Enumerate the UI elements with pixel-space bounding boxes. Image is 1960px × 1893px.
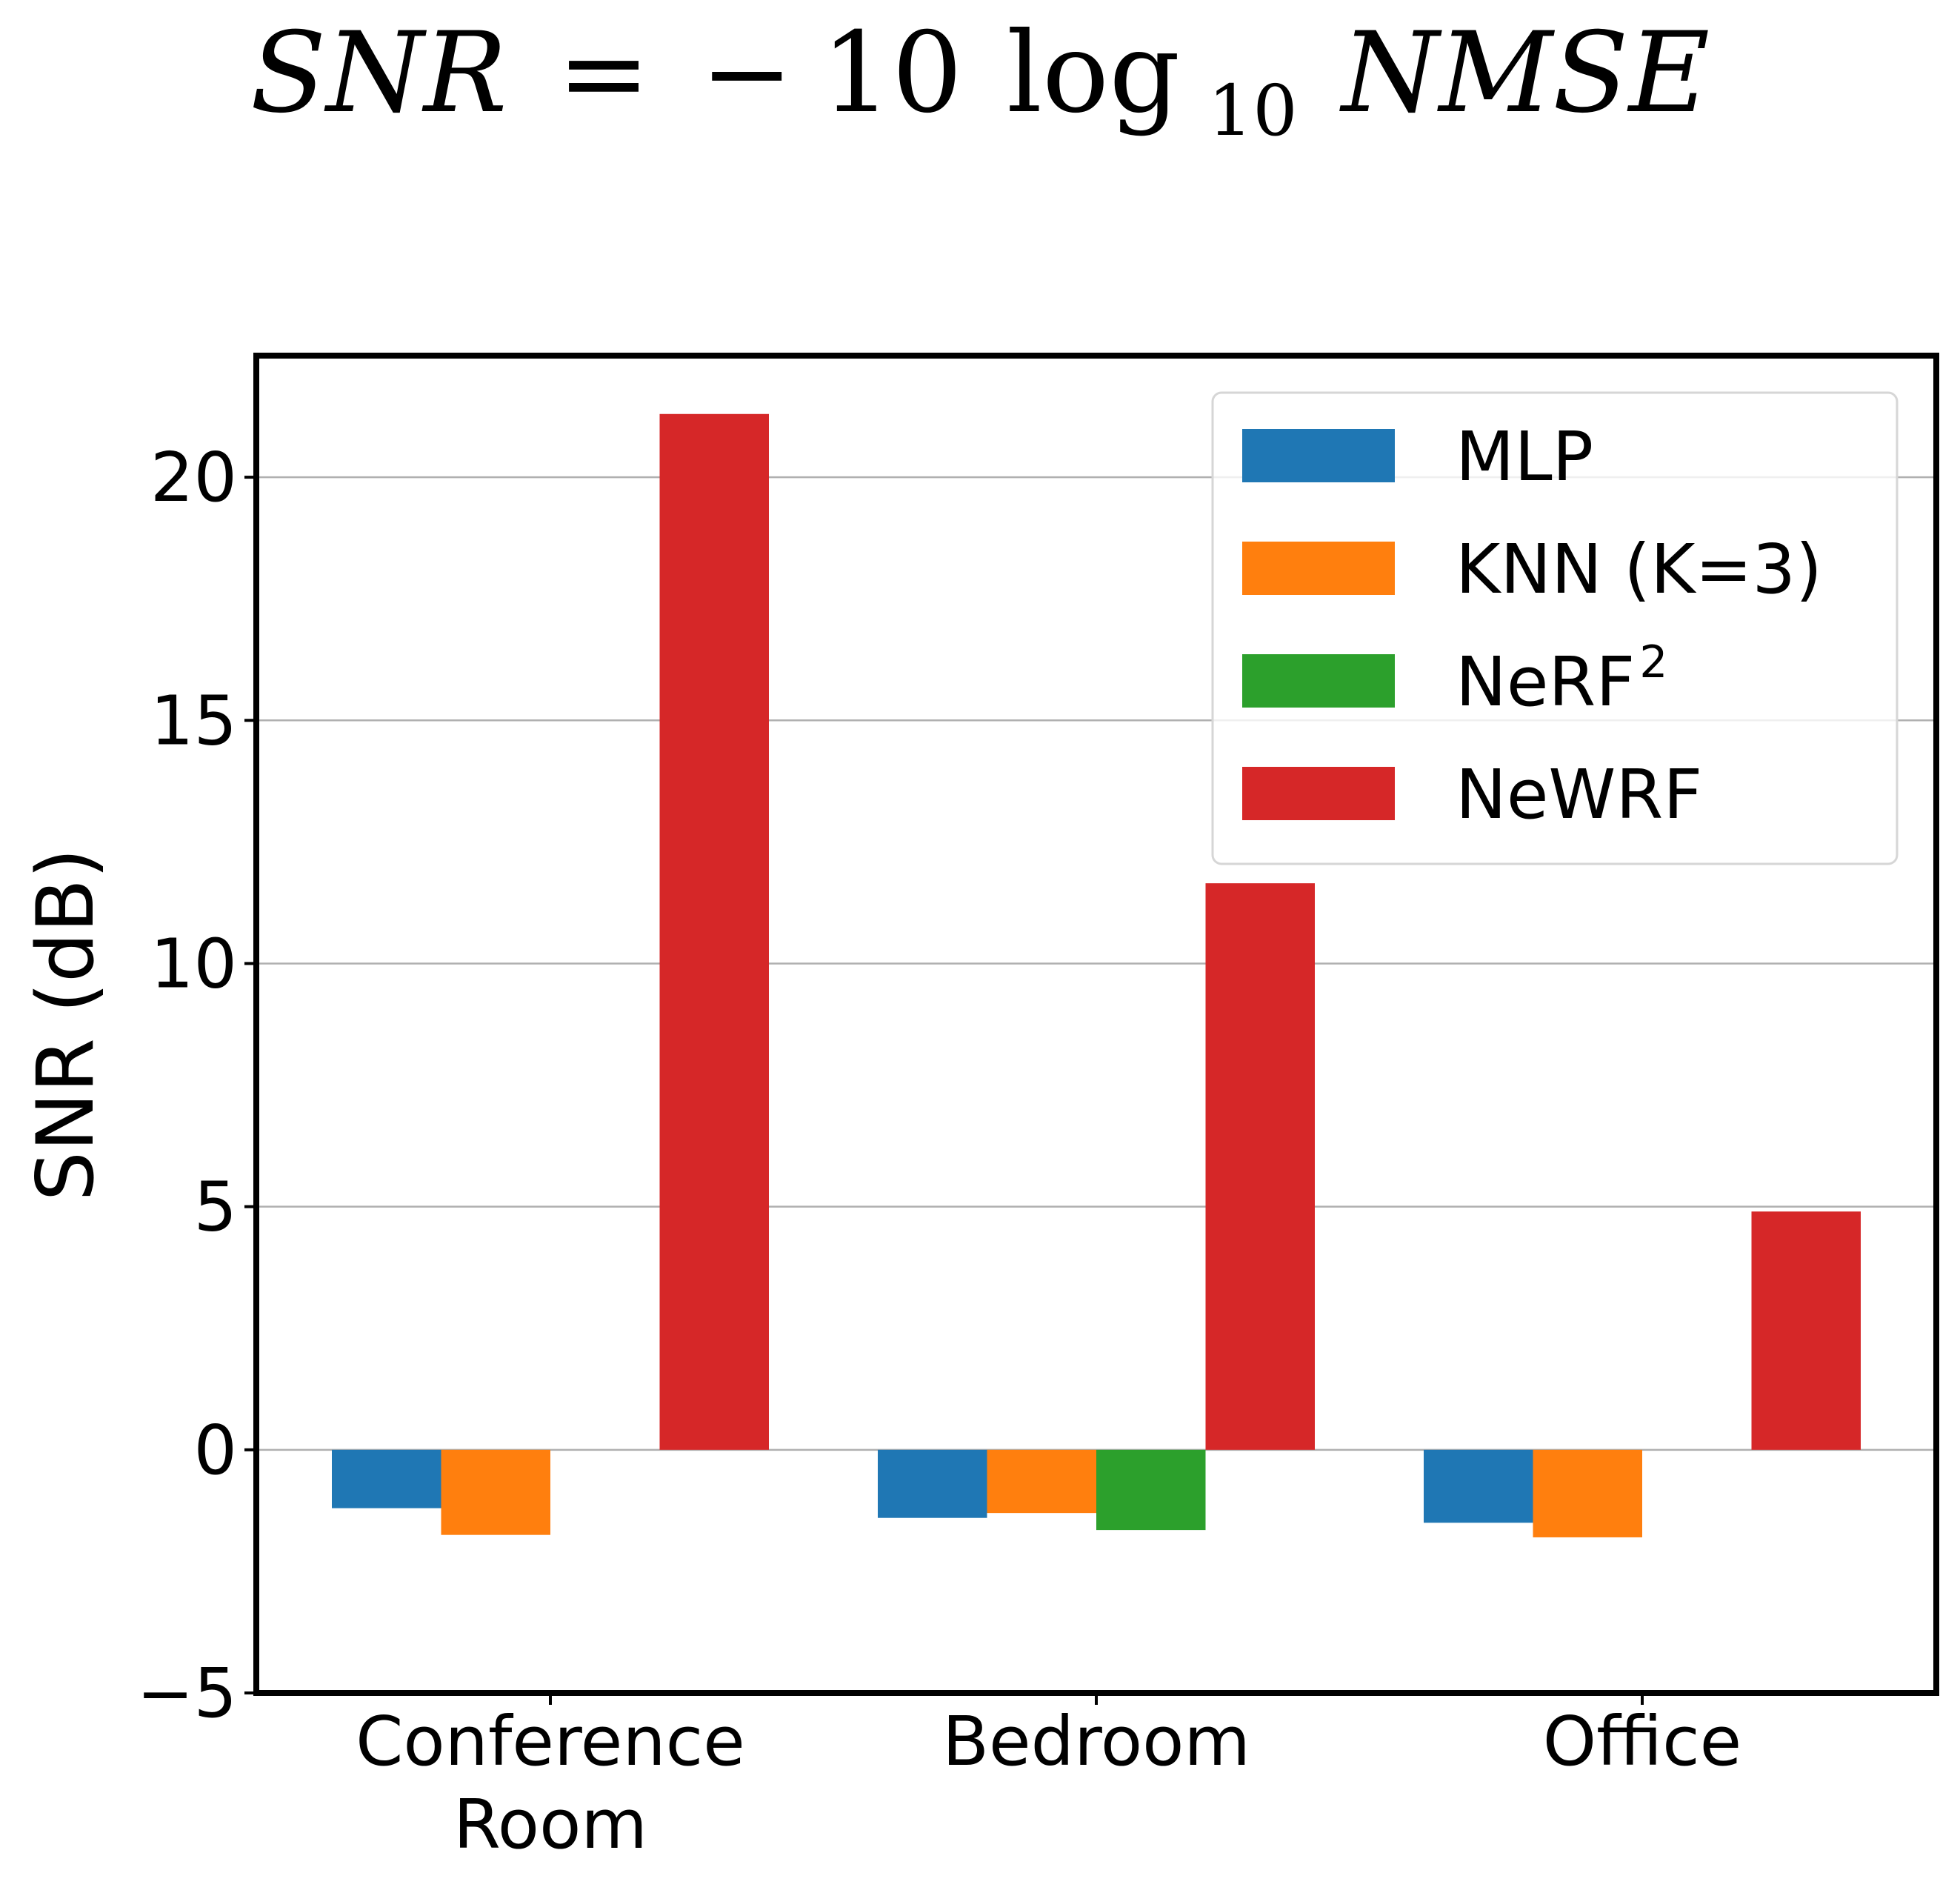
bar-newrf-1 [1205,883,1315,1450]
x-tick-label: Office [1543,1702,1742,1781]
x-tick-label: Room [453,1785,647,1864]
legend-label: KNN (K=3) [1456,530,1822,609]
bar-nerf-1 [1096,1449,1206,1531]
bar-mlp-2 [1424,1449,1533,1523]
legend-swatch [1242,767,1395,820]
title-lhs: SNR [250,9,507,138]
legend-swatch [1242,542,1395,595]
bars-group [332,413,1861,1537]
y-tick-label: −5 [136,1654,237,1733]
legend-label: NeWRF [1456,755,1702,834]
bar-knn-k-3--1 [987,1449,1096,1514]
title-coef: 10 [821,9,963,138]
title-fn: log [1007,9,1180,138]
bar-mlp-1 [878,1449,987,1518]
bar-newrf-2 [1751,1211,1861,1450]
legend-label: MLP [1456,417,1593,496]
chart-title: SNR = − 10 log 10 NMSE [250,9,1710,159]
bar-knn-k-3--0 [441,1449,550,1535]
y-tick-label: 5 [193,1168,237,1247]
legend-swatch [1242,429,1395,482]
title-minus: − [700,9,793,138]
legend-swatch [1242,654,1395,708]
y-axis-label: SNR (dB) [20,848,111,1202]
legend-box [1211,391,1899,865]
title-base: 10 [1208,70,1298,152]
legend: MLP KNN (K=3) NeRF 2 NeWRF [1211,391,1899,865]
bar-knn-k-3--2 [1533,1449,1642,1537]
y-tick-label: 15 [150,681,237,760]
bar-mlp-0 [332,1449,441,1508]
x-tick-label: Bedroom [942,1702,1250,1781]
y-tick-label: 20 [150,438,237,517]
y-tick-label: 0 [193,1411,237,1490]
y-tick-label: 10 [150,924,237,1003]
bar-newrf-0 [659,413,769,1450]
title-equals: = [557,9,650,138]
legend-label: NeRF 2 [1456,636,1667,722]
y-axis-ticks: −5 0 5 10 15 20 [136,438,256,1733]
title-arg: NMSE [1339,9,1710,138]
x-tick-label: Conference [356,1702,745,1781]
